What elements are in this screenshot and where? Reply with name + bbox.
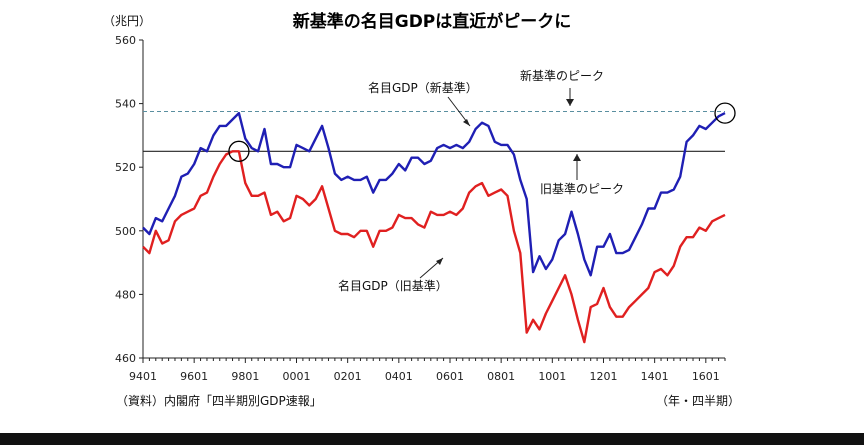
y-tick-label: 500	[115, 225, 136, 238]
x-tick-label: 1601	[692, 370, 720, 383]
x-tick-label: 0201	[334, 370, 362, 383]
pointer-head-new-peak	[566, 99, 574, 106]
chart-svg: 新基準の名目GDPは直近がピークに （兆円） 460 480 500 520 540 56…	[103, 11, 740, 408]
x-tick-label: 1401	[641, 370, 669, 383]
chart-title: 新基準の名目GDPは直近がピークに	[293, 11, 572, 32]
x-tick-label: 9601	[180, 370, 208, 383]
pointer-head-old-basis	[436, 258, 443, 265]
new-peak-circle	[714, 102, 736, 124]
y-tick-label: 460	[115, 352, 136, 365]
x-tick-label: 0401	[385, 370, 413, 383]
label-new-basis: 名目GDP（新基準）	[368, 80, 478, 95]
x-tick-label: 9401	[129, 370, 157, 383]
y-axis-unit: （兆円）	[103, 14, 151, 28]
pointer-head-new-basis	[463, 119, 470, 126]
y-tick-label: 540	[115, 98, 136, 111]
y-tick-label: 560	[115, 34, 136, 47]
series-lines	[142, 111, 726, 344]
old-peak-circle	[228, 140, 250, 162]
y-tick-label: 520	[115, 161, 136, 174]
series-line-new-basis	[142, 111, 726, 277]
x-tick-label: 1001	[538, 370, 566, 383]
x-tick-label: 9801	[231, 370, 259, 383]
label-old-basis: 名目GDP（旧基準）	[338, 278, 448, 293]
y-axis: 460 480 500 520 540 560	[115, 34, 144, 365]
series-line-old-basis	[142, 150, 726, 344]
x-tick-label: 0601	[436, 370, 464, 383]
label-new-peak: 新基準のピーク	[520, 68, 604, 83]
label-old-peak: 旧基準のピーク	[540, 181, 624, 196]
x-axis: 9401 9601 9801 0001 0201 0401 0601 0801 1001 1201…	[129, 357, 726, 383]
y-tick-label: 480	[115, 288, 136, 301]
x-tick-label: 0001	[282, 370, 310, 383]
bottom-bar	[0, 433, 864, 445]
x-tick-label: 1201	[589, 370, 617, 383]
x-axis-unit: （年・四半期）	[656, 394, 740, 408]
x-tick-label: 0801	[487, 370, 515, 383]
source-note: （資料）内閣府「四半期別GDP速報」	[116, 393, 322, 408]
pointer-head-old-peak	[573, 154, 581, 161]
peak-markers	[228, 102, 736, 162]
